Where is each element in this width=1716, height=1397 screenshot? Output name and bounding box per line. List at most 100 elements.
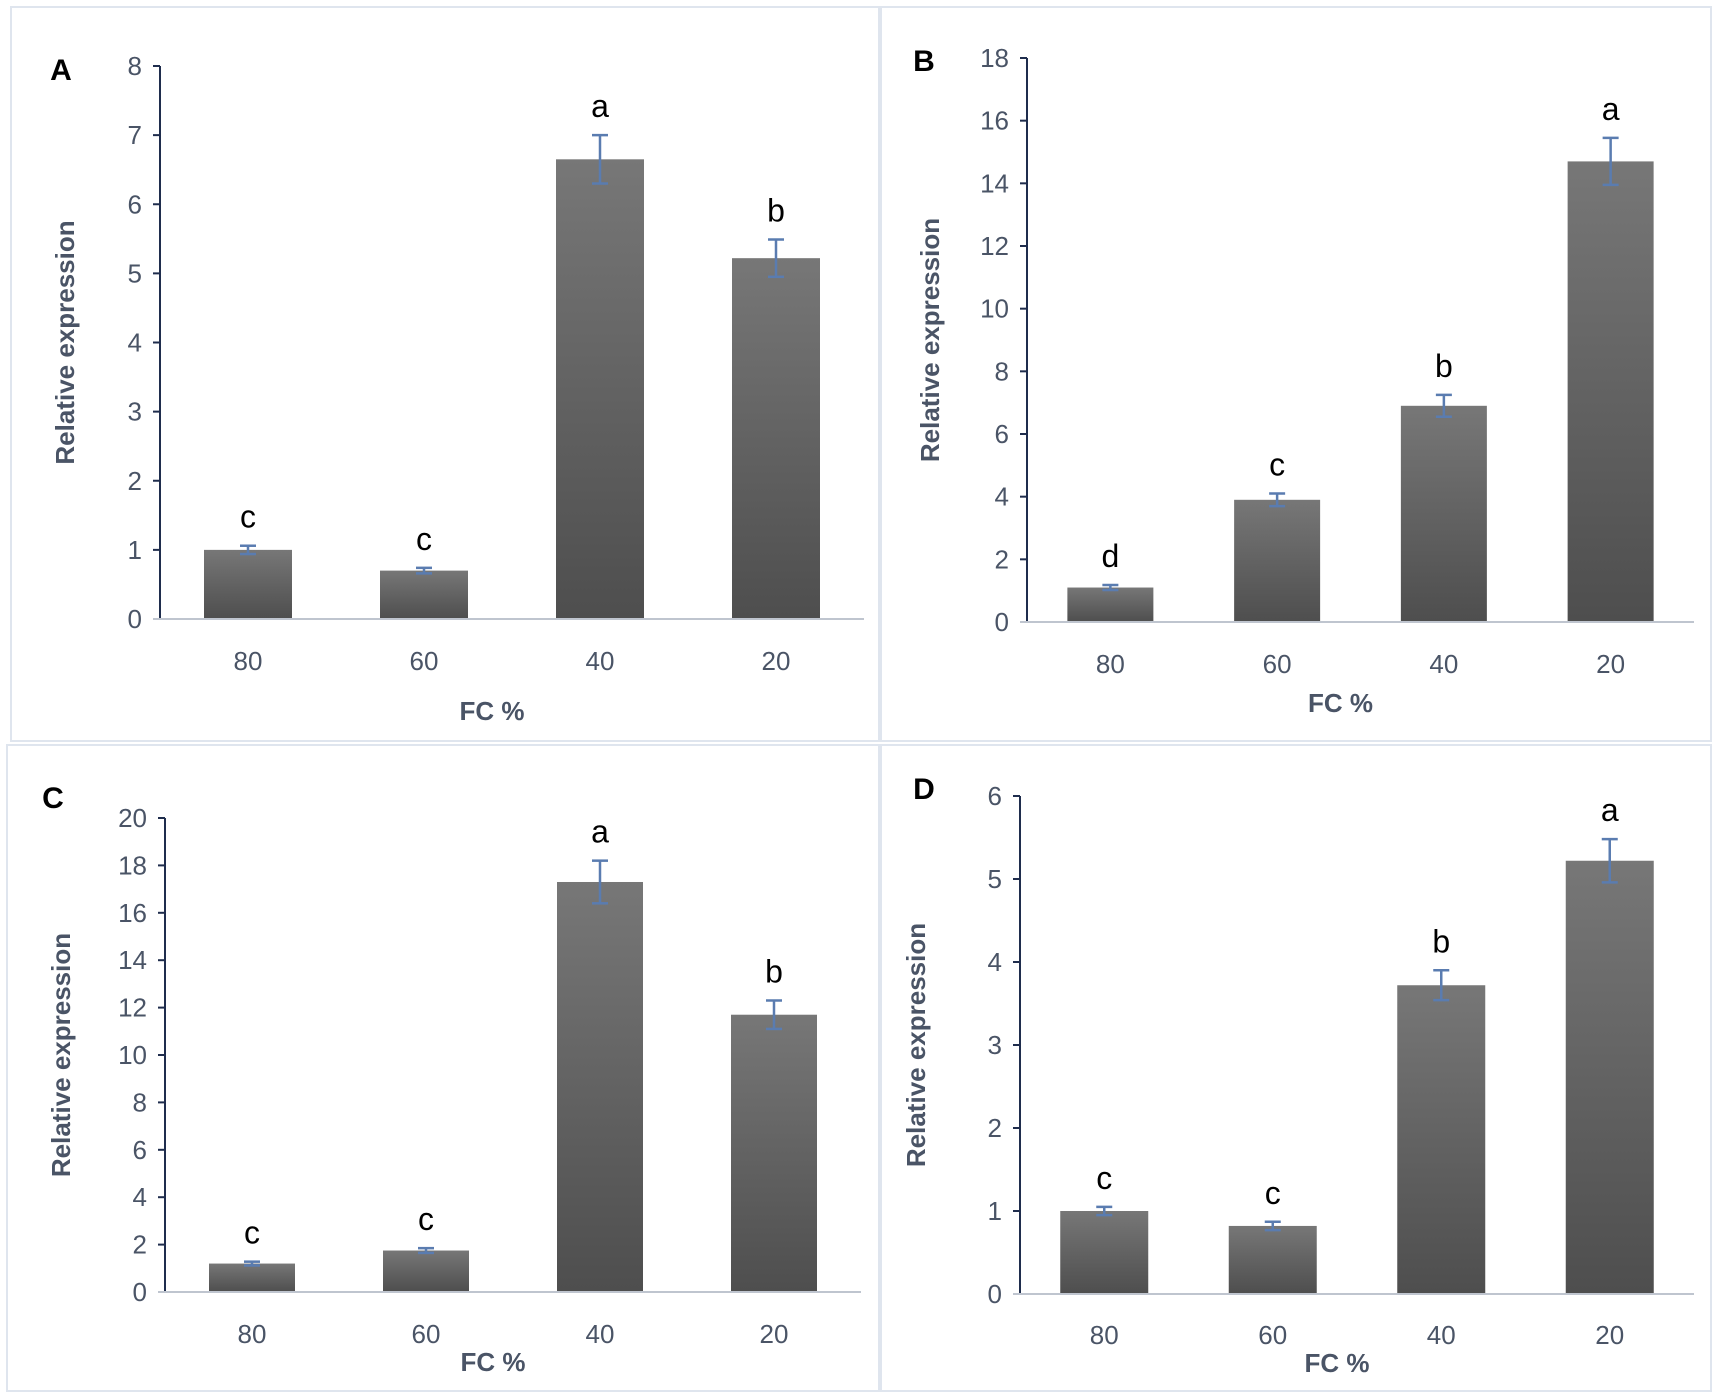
bar-c-40 <box>557 881 643 1292</box>
significance-label-c-20: b <box>765 953 783 989</box>
x-tick-label-a-60: 60 <box>410 646 439 676</box>
significance-label-a-80: c <box>240 499 256 535</box>
significance-label-d-80: c <box>1096 1160 1112 1196</box>
significance-label-c-80: c <box>244 1215 260 1251</box>
y-tick-label-a: 2 <box>128 466 142 496</box>
panel-letter-d: D <box>913 773 935 806</box>
bar-c-80 <box>209 1263 295 1292</box>
y-tick-label-b: 0 <box>995 607 1009 637</box>
x-tick-label-d-40: 40 <box>1427 1320 1456 1350</box>
y-tick-label-c: 4 <box>133 1182 147 1212</box>
x-tick-label-c-60: 60 <box>412 1319 441 1349</box>
y-tick-label-d: 0 <box>988 1279 1002 1309</box>
bar-b-20 <box>1567 161 1654 622</box>
x-tick-label-b-80: 80 <box>1096 649 1125 679</box>
chart-svg-c: C 0 2 4 6 8 10 12 14 16 18 20 c 80 c 60 a 40 b 20 FC % Relati… <box>42 782 861 1377</box>
x-tick-label-a-20: 20 <box>762 646 791 676</box>
y-tick-label-c: 18 <box>118 850 147 880</box>
y-axis-title-b: Relative expression <box>915 218 945 462</box>
bar-a-40 <box>556 159 644 619</box>
x-tick-label-b-40: 40 <box>1429 649 1458 679</box>
significance-label-a-20: b <box>767 193 785 229</box>
y-tick-label-a: 8 <box>128 51 142 81</box>
y-tick-label-b: 16 <box>980 106 1009 136</box>
bar-d-60 <box>1228 1225 1317 1294</box>
y-tick-label-c: 20 <box>118 803 147 833</box>
significance-label-a-40: a <box>591 88 609 124</box>
y-tick-label-b: 6 <box>995 419 1009 449</box>
x-tick-label-d-20: 20 <box>1595 1320 1624 1350</box>
x-tick-label-a-80: 80 <box>234 646 263 676</box>
bar-b-40 <box>1400 405 1487 622</box>
bar-d-40 <box>1397 985 1486 1294</box>
y-tick-label-b: 18 <box>980 43 1009 73</box>
y-tick-label-d: 3 <box>988 1030 1002 1060</box>
y-tick-label-a: 1 <box>128 535 142 565</box>
chart-svg-d: D 0 1 2 3 4 5 6 c 80 c 60 b 40 a 20 FC % Relative express… <box>901 773 1694 1378</box>
y-tick-label-c: 16 <box>118 898 147 928</box>
x-axis-title-a: FC % <box>460 696 525 726</box>
y-tick-label-c: 8 <box>133 1087 147 1117</box>
significance-label-a-60: c <box>416 521 432 557</box>
bar-a-60 <box>380 570 468 619</box>
panel-letter-a: A <box>50 54 72 87</box>
x-axis-title-b: FC % <box>1308 688 1373 718</box>
y-tick-label-d: 4 <box>988 947 1002 977</box>
bar-c-20 <box>731 1014 817 1292</box>
y-tick-label-d: 5 <box>988 864 1002 894</box>
y-tick-label-d: 6 <box>988 781 1002 811</box>
y-tick-label-b: 8 <box>995 356 1009 386</box>
x-axis-title-d: FC % <box>1305 1348 1370 1378</box>
y-axis-title-a: Relative expression <box>50 220 80 464</box>
panel-letter-b: B <box>913 45 935 78</box>
bar-a-80 <box>204 549 292 619</box>
y-tick-label-c: 10 <box>118 1040 147 1070</box>
bar-b-80 <box>1067 587 1154 622</box>
significance-label-d-40: b <box>1432 923 1450 959</box>
significance-label-d-60: c <box>1265 1175 1281 1211</box>
y-tick-label-a: 6 <box>128 189 142 219</box>
chart-panel-b: B 0 2 4 6 8 10 12 14 16 18 d 80 c 60 b 40 a 20 FC % Relative… <box>880 6 1712 742</box>
y-tick-label-b: 10 <box>980 294 1009 324</box>
y-tick-label-b: 2 <box>995 544 1009 574</box>
significance-label-c-40: a <box>591 814 609 850</box>
x-tick-label-c-20: 20 <box>760 1319 789 1349</box>
y-tick-label-a: 7 <box>128 120 142 150</box>
x-tick-label-b-20: 20 <box>1596 649 1625 679</box>
y-tick-label-a: 0 <box>128 604 142 634</box>
significance-label-b-40: b <box>1435 348 1453 384</box>
y-tick-label-c: 6 <box>133 1135 147 1165</box>
y-tick-label-a: 3 <box>128 397 142 427</box>
y-tick-label-d: 1 <box>988 1196 1002 1226</box>
panel-letter-c: C <box>42 782 64 815</box>
y-tick-label-c: 2 <box>133 1230 147 1260</box>
chart-panel-a: A 0 1 2 3 4 5 6 7 8 c 80 c 60 a 40 b 20 FC % Relative expre… <box>10 6 880 742</box>
x-tick-label-d-80: 80 <box>1090 1320 1119 1350</box>
bar-a-20 <box>732 258 820 619</box>
x-tick-label-c-80: 80 <box>238 1319 267 1349</box>
x-axis-title-c: FC % <box>461 1347 526 1377</box>
chart-panel-c: C 0 2 4 6 8 10 12 14 16 18 20 c 80 c 60 a 40 b 20 FC % Relati… <box>6 744 880 1392</box>
bar-d-80 <box>1060 1211 1149 1294</box>
y-tick-label-c: 12 <box>118 993 147 1023</box>
significance-label-c-60: c <box>418 1201 434 1237</box>
bar-d-20 <box>1565 860 1654 1294</box>
significance-label-d-20: a <box>1601 792 1619 828</box>
y-tick-label-a: 4 <box>128 328 142 358</box>
y-tick-label-b: 14 <box>980 168 1009 198</box>
bar-b-60 <box>1234 499 1321 622</box>
y-tick-label-b: 12 <box>980 231 1009 261</box>
y-tick-label-c: 0 <box>133 1277 147 1307</box>
x-tick-label-d-60: 60 <box>1258 1320 1287 1350</box>
significance-label-b-80: d <box>1101 538 1119 574</box>
y-axis-title-d: Relative expression <box>901 923 931 1167</box>
chart-svg-b: B 0 2 4 6 8 10 12 14 16 18 d 80 c 60 b 40 a 20 FC % Relative… <box>913 43 1694 718</box>
y-tick-label-a: 5 <box>128 258 142 288</box>
chart-svg-a: A 0 1 2 3 4 5 6 7 8 c 80 c 60 a 40 b 20 FC % Relative expre… <box>50 51 864 726</box>
significance-label-b-60: c <box>1269 447 1285 483</box>
bar-c-60 <box>383 1250 469 1292</box>
x-tick-label-a-40: 40 <box>586 646 615 676</box>
chart-panel-d: D 0 1 2 3 4 5 6 c 80 c 60 b 40 a 20 FC % Relative express… <box>880 744 1712 1392</box>
significance-label-b-20: a <box>1602 91 1620 127</box>
x-tick-label-c-40: 40 <box>586 1319 615 1349</box>
